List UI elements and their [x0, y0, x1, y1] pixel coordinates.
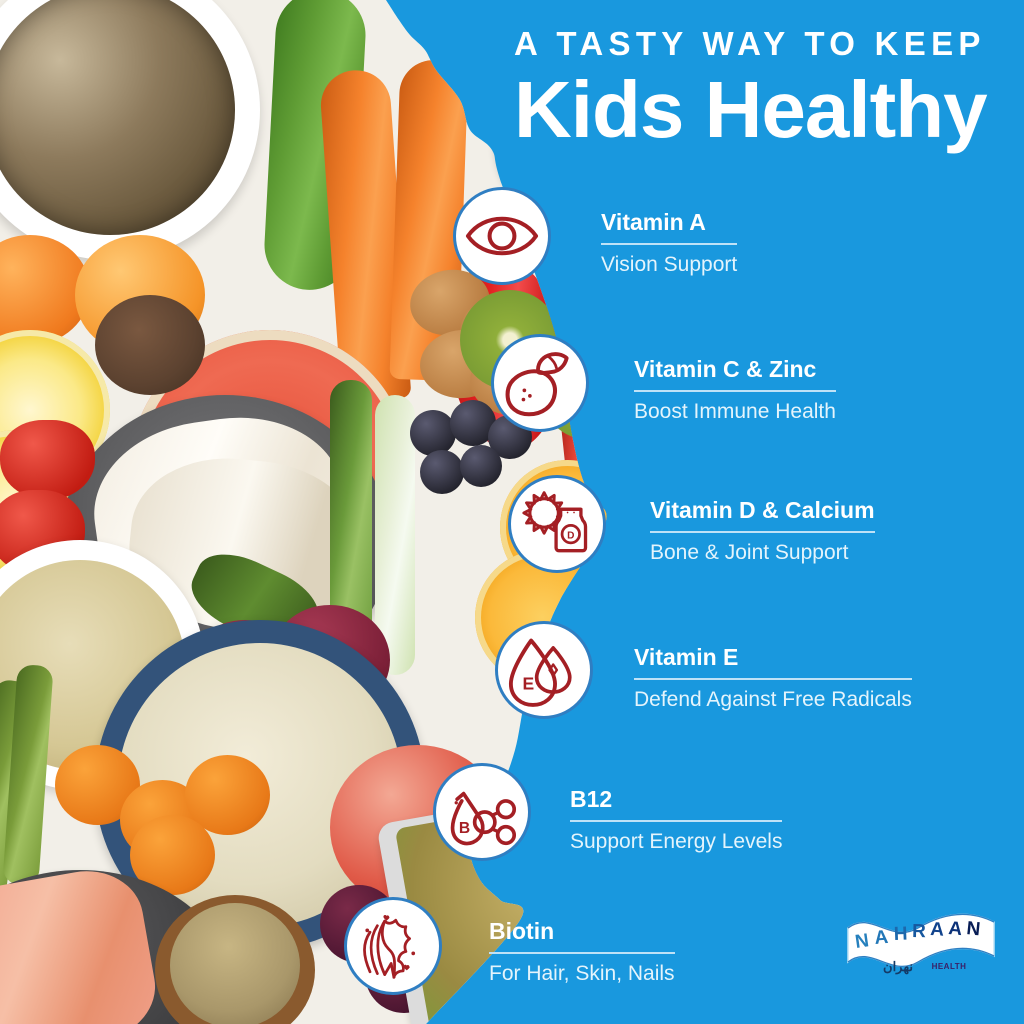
svg-text:H: H [893, 924, 908, 945]
svg-text:A: A [874, 927, 890, 949]
svg-text:نهران: نهران [883, 959, 913, 975]
svg-text:E: E [523, 673, 535, 693]
svg-text:D: D [567, 530, 574, 541]
svg-text:A: A [948, 918, 964, 940]
svg-text:N: N [965, 918, 981, 940]
svg-text:A: A [930, 919, 945, 941]
svg-text:N: N [854, 930, 871, 953]
svg-text:R: R [912, 921, 927, 942]
svg-text:HEALTH: HEALTH [932, 962, 967, 971]
svg-text:B: B [459, 820, 470, 837]
